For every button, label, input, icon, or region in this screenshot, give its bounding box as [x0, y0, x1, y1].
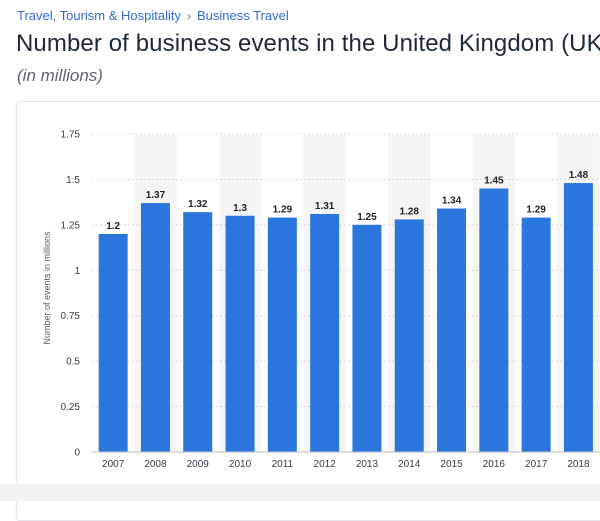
x-tick-label-2018: 2018 [567, 459, 590, 470]
data-label-2014: 1.28 [400, 206, 420, 217]
data-label-2010: 1.3 [233, 203, 247, 214]
x-tick-label-2016: 2016 [483, 459, 506, 470]
bar-2012[interactable] [310, 213, 340, 452]
x-tick-label-2013: 2013 [356, 459, 379, 470]
y-axis-ticks: 0 0.25 0.5 0.75 1 1.25 1.5 1.75 [61, 130, 81, 459]
y-tick-label: 0.75 [61, 311, 81, 322]
y-axis-label: Number of events in millions [42, 231, 52, 345]
page-subtitle: (in millions) [17, 66, 103, 85]
data-label-2018: 1.48 [569, 170, 589, 181]
y-tick-label: 1.5 [66, 175, 80, 186]
data-label-2011: 1.29 [273, 205, 293, 216]
data-label-2007: 1.2 [106, 221, 120, 232]
breadcrumb-separator: › [187, 8, 191, 23]
y-tick-label: 0.25 [61, 402, 81, 413]
x-axis-ticks: 2007 2008 2009 2010 2011 2012 2013 2014 2015 2016… [102, 459, 590, 470]
bar-2010[interactable] [225, 215, 255, 452]
bars [98, 183, 593, 452]
gridlines [92, 133, 600, 408]
x-tick-label-2009: 2009 [187, 459, 210, 470]
bar-chart: 1.2 1.37 1.32 1.3 1.29 1.31 1.25 1.28 1.34 1.45 1.… [42, 130, 600, 470]
x-tick-label-2010: 2010 [229, 459, 252, 470]
bar-2011[interactable] [267, 217, 297, 452]
y-tick-label: 1.25 [61, 220, 81, 231]
x-tick-label-2015: 2015 [440, 459, 463, 470]
breadcrumb: Travel, Tourism & Hospitality › Business… [17, 8, 289, 23]
y-tick-label: 1 [74, 266, 80, 277]
breadcrumb-link-business-travel[interactable]: Business Travel [197, 8, 289, 23]
x-tick-label-2017: 2017 [525, 459, 548, 470]
footer-strip [0, 484, 600, 501]
x-tick-label-2007: 2007 [102, 459, 125, 470]
y-tick-label: 0.5 [66, 357, 80, 368]
data-label-2017: 1.29 [526, 205, 546, 216]
bar-2017[interactable] [521, 217, 551, 452]
x-tick-label-2008: 2008 [144, 459, 167, 470]
x-tick-label-2014: 2014 [398, 459, 421, 470]
data-label-2013: 1.25 [357, 212, 377, 223]
breadcrumb-link-travel-tourism-hospitality[interactable]: Travel, Tourism & Hospitality [17, 8, 181, 23]
x-tick-label-2011: 2011 [272, 459, 294, 470]
bar-2014[interactable] [394, 219, 424, 452]
data-label-2015: 1.34 [442, 196, 462, 207]
data-labels: 1.2 1.37 1.32 1.3 1.29 1.31 1.25 1.28 1.34 1.45 1.… [106, 170, 588, 232]
y-tick-label: 0 [74, 448, 80, 459]
page-title: Number of business events in the United … [16, 30, 600, 57]
bar-2007[interactable] [98, 233, 128, 452]
bar-2016[interactable] [479, 188, 509, 452]
bar-2009[interactable] [183, 212, 213, 452]
data-label-2008: 1.37 [146, 190, 166, 201]
data-label-2016: 1.45 [484, 176, 504, 187]
data-label-2012: 1.31 [315, 201, 335, 212]
bar-2008[interactable] [140, 203, 170, 452]
data-label-2009: 1.32 [188, 199, 208, 210]
bar-2013[interactable] [352, 224, 382, 452]
y-tick-label: 1.75 [61, 130, 81, 141]
bar-2015[interactable] [437, 208, 467, 452]
x-tick-label-2012: 2012 [314, 459, 337, 470]
bar-2018[interactable] [563, 183, 593, 452]
